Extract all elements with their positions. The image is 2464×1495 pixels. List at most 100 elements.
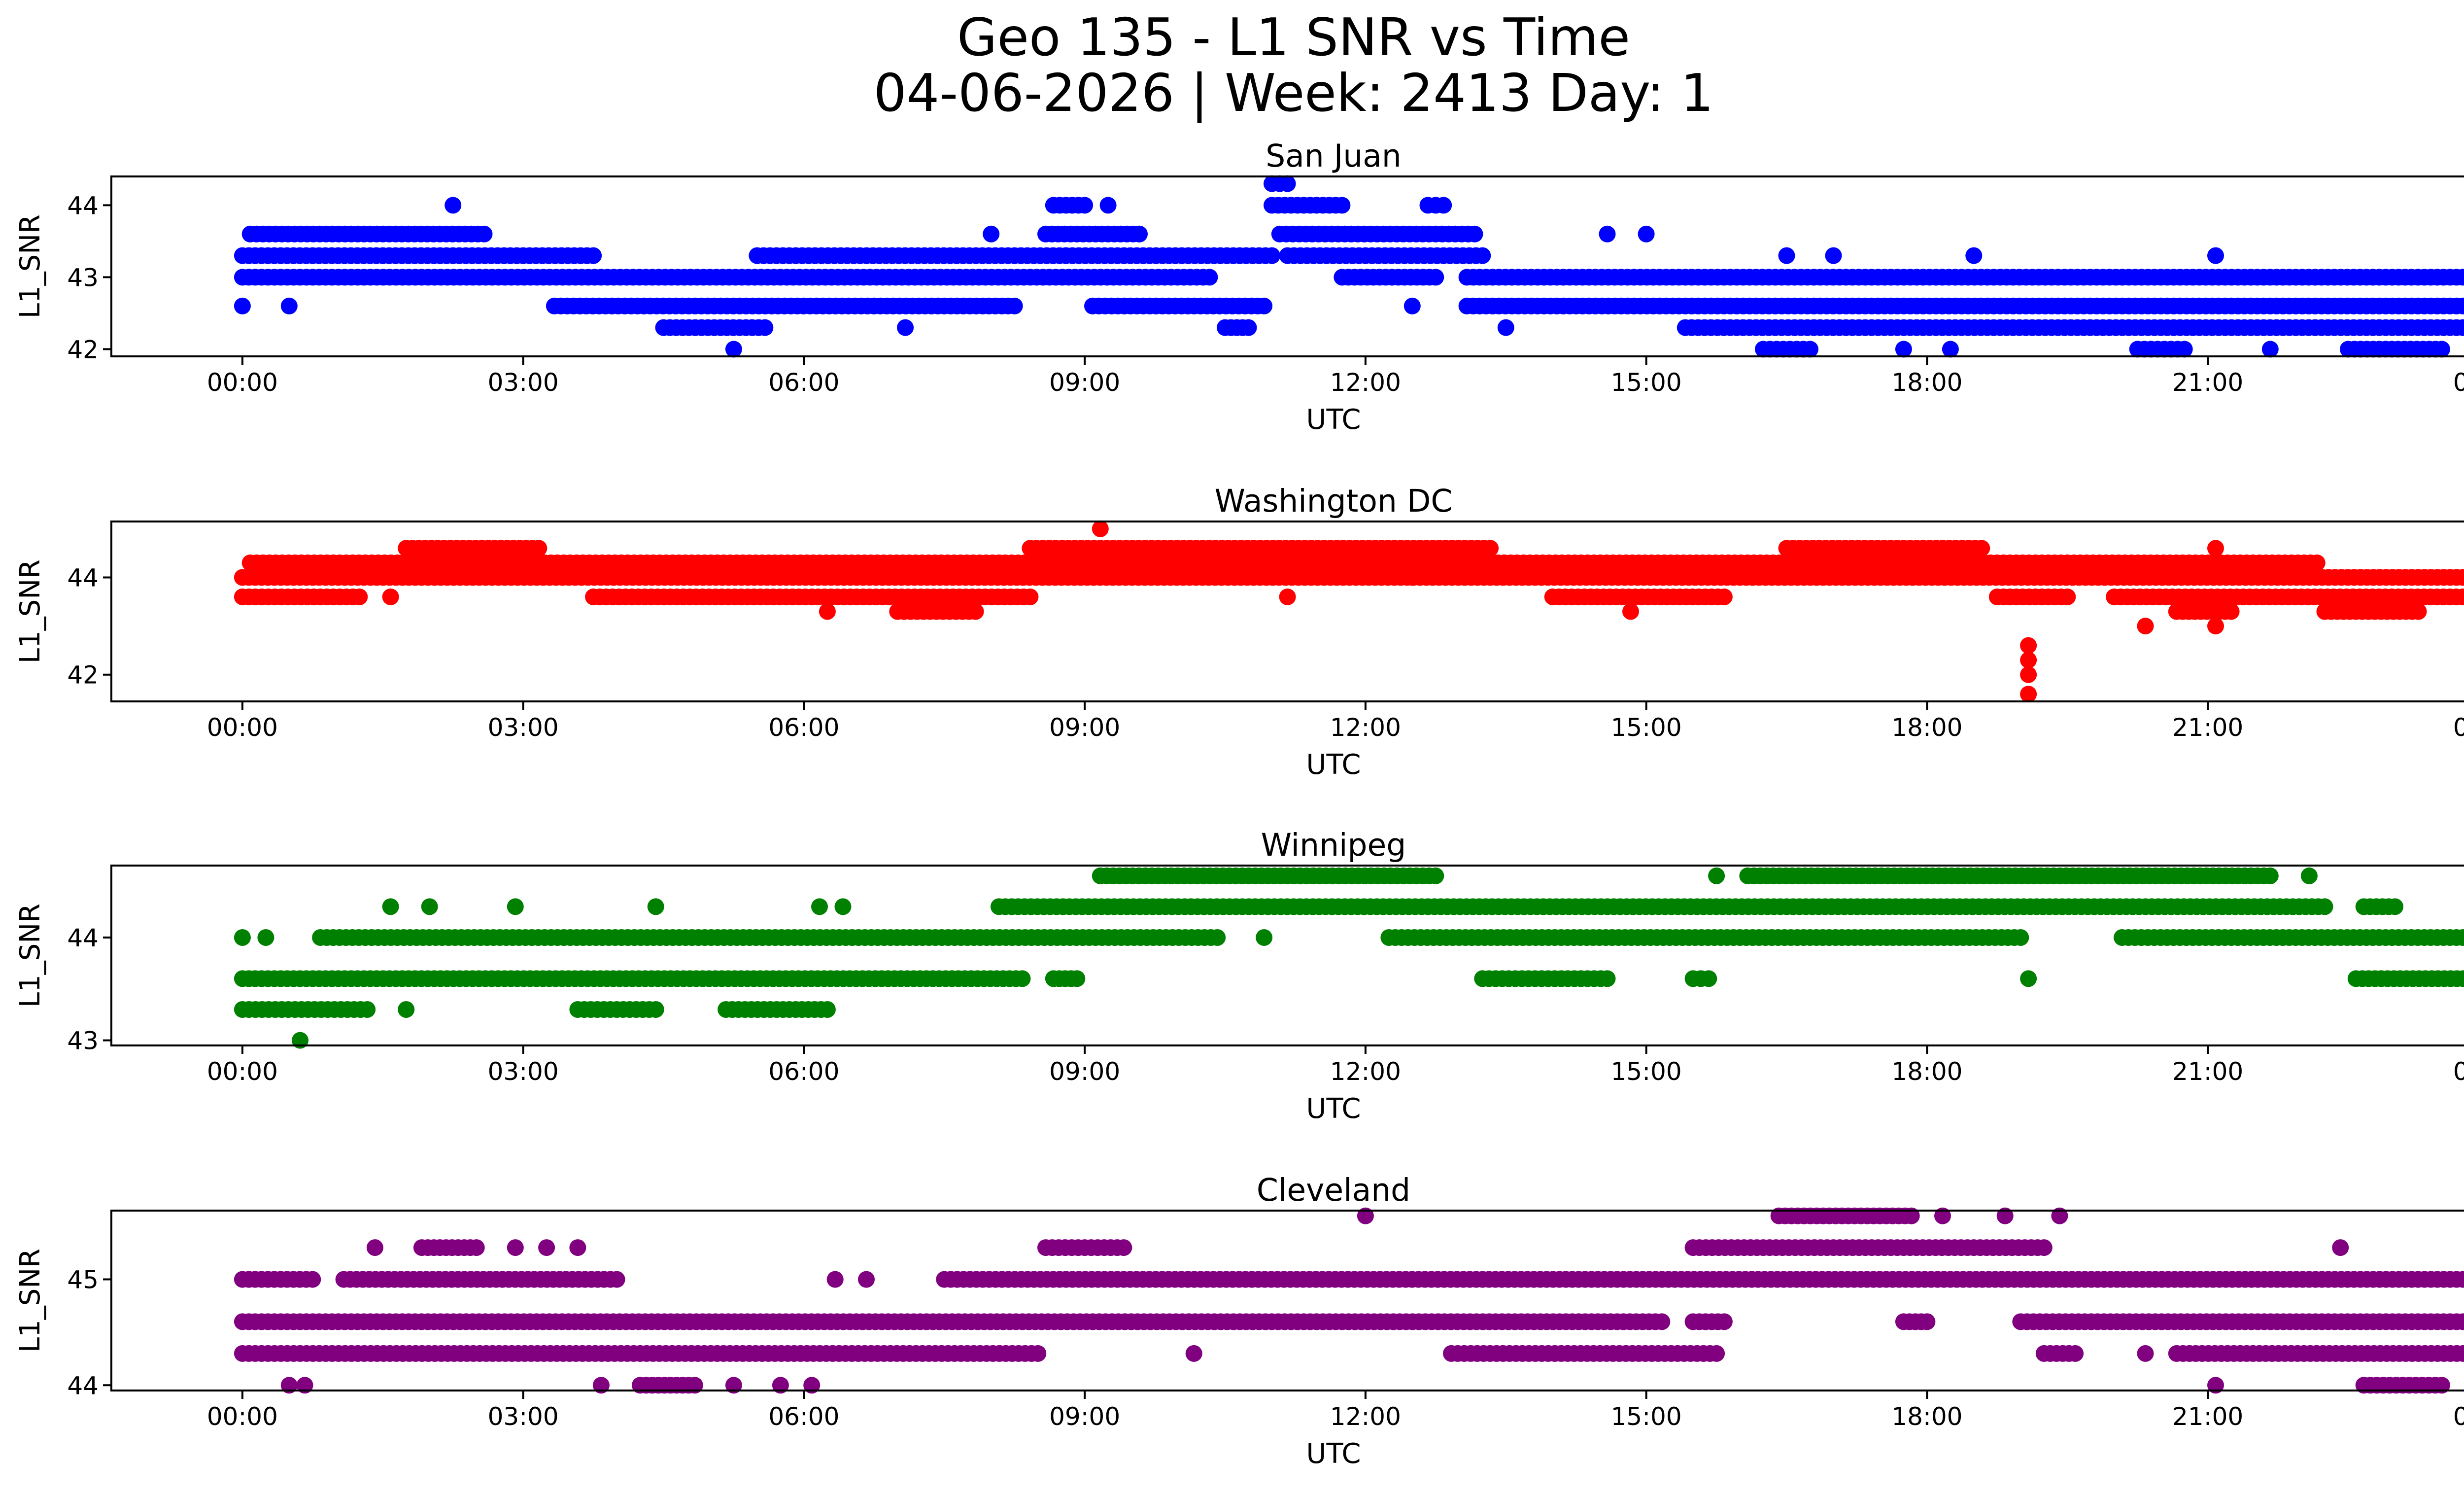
data-point: [366, 1239, 383, 1256]
data-point: [1264, 247, 1280, 264]
data-point: [608, 1271, 625, 1288]
data-point: [1201, 269, 1218, 286]
data-point: [647, 1001, 664, 1018]
x-axis-label: UTC: [1306, 404, 1361, 436]
x-tick-label: 06:00: [768, 1402, 839, 1431]
x-tick-label: 00:00: [207, 713, 278, 742]
data-point: [1185, 1345, 1202, 1362]
x-tick-label: 00:00: [207, 1402, 278, 1431]
data-point: [1708, 1345, 1725, 1362]
y-tick-label: 42: [67, 335, 99, 364]
data-point: [2455, 1345, 2464, 1362]
data-point: [280, 297, 298, 314]
data-point: [1068, 970, 1086, 987]
data-point: [507, 898, 524, 915]
x-tick-label: 09:00: [1049, 368, 1120, 397]
data-point: [2454, 588, 2464, 605]
scatter-points: [234, 1207, 2464, 1394]
x-tick-label: 03:00: [488, 713, 559, 742]
data-point: [1638, 225, 1655, 243]
data-point: [2461, 590, 2464, 604]
y-tick-label: 43: [67, 263, 99, 292]
data-point: [2433, 341, 2450, 358]
data-point: [1357, 1207, 1374, 1224]
x-tick-label: 03:00: [488, 1057, 559, 1086]
data-point: [1599, 225, 1616, 243]
data-point: [280, 1377, 298, 1394]
data-point: [1334, 197, 1351, 214]
x-tick-label: 12:00: [1330, 713, 1401, 742]
data-point: [507, 1239, 524, 1256]
data-point: [2455, 970, 2464, 987]
data-point: [382, 898, 399, 915]
data-point: [2020, 666, 2037, 683]
data-point: [2207, 618, 2224, 635]
data-point: [756, 319, 774, 336]
data-point: [398, 1001, 415, 1018]
data-point: [2051, 1207, 2068, 1224]
x-tick-label: 21:00: [2172, 1057, 2243, 1086]
x-tick-label: 18:00: [1891, 368, 1962, 397]
y-tick-label: 45: [67, 1266, 99, 1294]
data-point: [1715, 588, 1733, 605]
x-tick-label: 15:00: [1611, 1057, 1682, 1086]
data-point: [2454, 269, 2464, 286]
data-point: [445, 197, 462, 214]
data-point: [1029, 1345, 1047, 1362]
data-point: [811, 898, 828, 915]
data-point: [1918, 1313, 1936, 1330]
scatter-points: [234, 867, 2464, 1049]
data-point: [819, 1001, 836, 1018]
data-point: [897, 319, 914, 336]
data-point: [351, 588, 368, 605]
data-point: [2454, 929, 2464, 946]
scatter-points: [234, 175, 2464, 358]
data-point: [647, 898, 664, 915]
data-point: [1022, 588, 1039, 605]
data-point: [686, 1377, 703, 1394]
data-point: [1240, 319, 1257, 336]
data-point: [2137, 1345, 2154, 1362]
data-point: [1427, 867, 1444, 884]
data-point: [1934, 1207, 1951, 1224]
data-point: [1014, 970, 1031, 987]
axes-frame: [110, 175, 2464, 357]
data-point: [2454, 1271, 2464, 1288]
data-point: [2461, 1315, 2464, 1328]
data-point: [2067, 1345, 2084, 1362]
data-point: [2410, 603, 2427, 620]
data-point: [983, 225, 1000, 243]
data-point: [569, 1239, 586, 1256]
data-point: [1076, 197, 1094, 214]
data-point: [2454, 319, 2464, 336]
data-point: [1497, 319, 1514, 336]
x-tick-label: 09:00: [1049, 1402, 1120, 1431]
x-axis-label: UTC: [1306, 1093, 1361, 1125]
data-point: [1965, 247, 1983, 264]
data-point: [967, 603, 984, 620]
y-axis-label: L1_SNR: [14, 559, 46, 663]
x-tick-label: 00:00: [207, 1057, 278, 1086]
data-point: [1802, 341, 1818, 358]
data-point: [296, 1377, 313, 1394]
data-point: [1130, 225, 1148, 243]
data-point: [772, 1377, 789, 1394]
panel-title: Cleveland: [1257, 1172, 1410, 1208]
x-tick-label: 12:00: [1330, 368, 1401, 397]
scatter-points: [234, 520, 2464, 703]
data-point: [2207, 247, 2224, 264]
data-point: [858, 1271, 875, 1288]
x-tick-label: 15:00: [1611, 368, 1682, 397]
x-tick-label: 06:00: [768, 368, 839, 397]
data-point: [234, 929, 251, 946]
data-point: [1256, 929, 1273, 946]
panel-title: San Juan: [1266, 138, 1402, 174]
data-point: [1708, 867, 1725, 884]
x-tick-label: 06:00: [768, 713, 839, 742]
data-point: [1942, 341, 1959, 358]
axes-frame: [110, 1210, 2464, 1391]
y-axis-label: L1_SNR: [14, 1249, 46, 1353]
data-point: [592, 1377, 610, 1394]
data-point: [585, 247, 602, 264]
